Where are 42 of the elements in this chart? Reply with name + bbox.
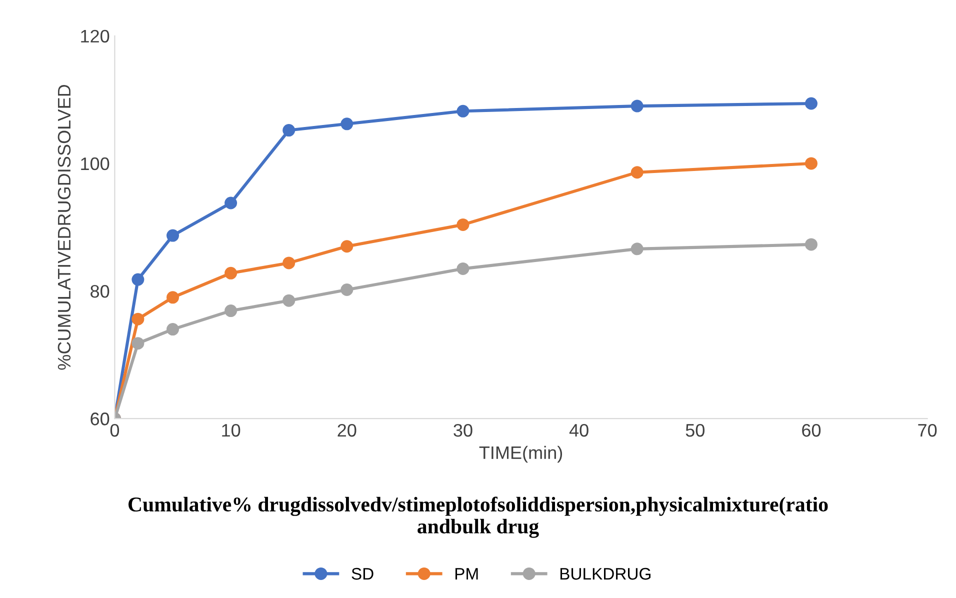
x-axis-title: TIME(min) [479, 446, 562, 463]
point [804, 97, 818, 110]
x-tick-label: 10 [222, 424, 240, 437]
legend-label: BULKDRUG [560, 568, 650, 580]
y-tick-label: 60 [90, 412, 110, 426]
point [456, 218, 470, 231]
point [630, 100, 644, 112]
x-tick-label: 50 [686, 424, 704, 437]
x-tick-label: 20 [338, 424, 356, 437]
point [166, 323, 180, 336]
x-tick-label: 70 [918, 424, 937, 437]
x-tick-label: 0 [110, 424, 120, 437]
legend-label: SD [352, 568, 374, 580]
y-tick-label: 120 [81, 30, 110, 43]
legend-label: PM [455, 568, 478, 580]
point [224, 266, 238, 280]
text: Cumulative% drugdissolvedv/stimeplotofsoliddispersion,physicalmixture(ratio andbulk drug [128, 496, 828, 538]
point [456, 262, 470, 275]
point [166, 291, 180, 304]
x-tick-label: 30 [454, 424, 472, 437]
point [804, 157, 818, 170]
point [282, 124, 296, 137]
point [132, 337, 144, 350]
point [630, 166, 644, 179]
y-tick-label: 100 [81, 157, 110, 170]
point [456, 104, 470, 118]
point [224, 304, 238, 318]
y-axis-title: %CUMULATIVEDRUGDISSOLVED [58, 84, 71, 370]
point [340, 240, 354, 253]
point [340, 284, 354, 296]
x-tick-label: 40 [569, 424, 588, 437]
point [282, 256, 296, 270]
x-tick-label: 60 [802, 424, 821, 437]
point [804, 238, 818, 251]
point [630, 242, 644, 256]
point [224, 196, 238, 210]
point [166, 229, 180, 242]
point [132, 312, 144, 326]
point [340, 118, 354, 130]
point [132, 273, 144, 286]
point [282, 294, 296, 307]
y-tick-label: 80 [90, 284, 110, 298]
